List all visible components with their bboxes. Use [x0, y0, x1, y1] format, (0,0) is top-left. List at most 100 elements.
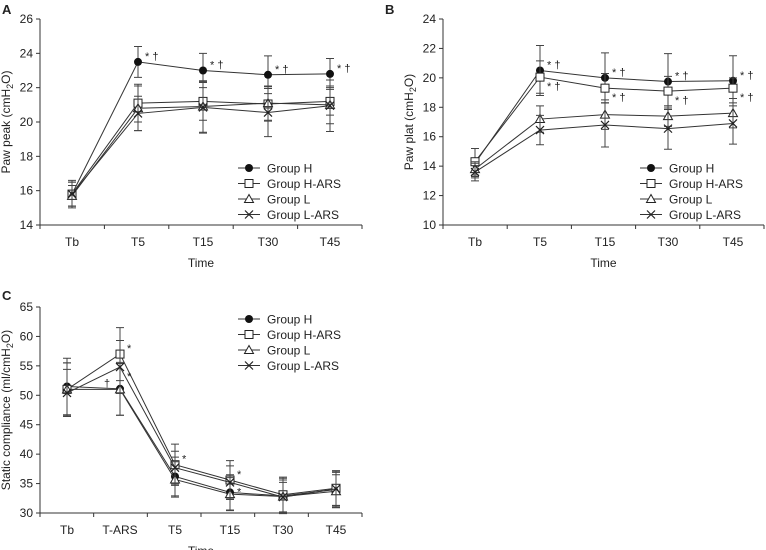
legend-marker [243, 193, 255, 203]
y-tick-label: 14 [423, 159, 437, 173]
y-tick-label: 24 [20, 46, 34, 60]
x-tick-label: T5 [533, 235, 547, 249]
data-point [170, 463, 180, 473]
data-point [326, 69, 334, 78]
x-tick-label: T5 [168, 523, 182, 537]
data-point [225, 477, 235, 487]
y-tick-label: 18 [423, 100, 437, 114]
x-axis-label: Time [590, 256, 617, 270]
legend-marker [244, 210, 254, 219]
significance-mark: * † [675, 71, 688, 83]
panel-letter: A [2, 2, 12, 17]
x-axis-label: Time [188, 256, 215, 270]
significance-mark: * [127, 343, 132, 355]
significance-mark: * † [612, 92, 625, 104]
legend-label: Group H [267, 313, 312, 327]
significance-mark: * † [675, 95, 688, 107]
legend-marker [244, 179, 254, 188]
significance-mark: * † [337, 63, 350, 75]
y-tick-label: 22 [20, 81, 34, 95]
y-tick-label: 22 [423, 41, 437, 55]
legend-label: Group L-ARS [669, 208, 741, 222]
legend-marker [245, 315, 253, 323]
data-point [263, 108, 273, 117]
x-tick-label: T45 [723, 235, 744, 249]
y-tick-label: 18 [20, 149, 34, 163]
data-point [133, 108, 143, 118]
significance-mark: * [237, 469, 242, 481]
panel-c: C 30 35 40 45 50 55 60 65 Tb T-ARS T5 T15 T30 T45 Time S… [0, 288, 363, 550]
y-tick-label: 12 [423, 189, 437, 203]
y-tick-label: 16 [423, 130, 437, 144]
data-point [331, 484, 341, 494]
series-line [66, 366, 337, 498]
series-group-l-ars [67, 79, 335, 207]
panel-letter: B [385, 2, 394, 17]
data-point [470, 167, 480, 177]
data-point [728, 119, 738, 128]
data-point [728, 83, 738, 93]
x-tick-label: T45 [320, 235, 341, 249]
significance-mark: * † [275, 64, 288, 76]
significance-mark: * † [547, 81, 560, 93]
legend-marker [245, 164, 253, 172]
significance-mark: * [237, 486, 242, 498]
x-tick-label: T-ARS [102, 523, 137, 537]
significance-mark: * [127, 371, 132, 383]
series-line [66, 353, 337, 496]
data-point [198, 102, 208, 112]
y-tick-label: 20 [423, 71, 437, 85]
y-tick-label: 10 [423, 218, 437, 232]
data-point [535, 125, 545, 135]
series-group-l-ars [470, 102, 738, 182]
significance-mark: † [104, 378, 110, 390]
significance-mark: * † [612, 67, 625, 79]
panel-a: A 14 16 18 20 22 24 26 Tb T5 T15 T30 T45 Time Paw peak… [0, 2, 363, 270]
data-point [134, 57, 142, 66]
data-point [663, 124, 673, 134]
legend-marker [647, 164, 655, 172]
legend-marker [646, 210, 656, 219]
y-tick-label: 35 [20, 477, 34, 491]
y-tick-label: 30 [20, 506, 34, 520]
legend-marker [645, 193, 657, 203]
data-point [264, 70, 272, 79]
legend-marker [646, 179, 656, 188]
data-point [115, 362, 125, 372]
legend-label: Group H-ARS [669, 177, 743, 191]
y-axis-label: Paw peak (cmH2O) [0, 70, 15, 173]
series-group-h [68, 45, 334, 209]
x-tick-label: T45 [326, 523, 347, 537]
x-tick-label: Tb [60, 523, 74, 537]
y-tick-label: 60 [20, 329, 34, 343]
y-tick-label: 24 [423, 12, 437, 26]
y-tick-label: 50 [20, 388, 34, 402]
x-tick-label: T30 [658, 235, 679, 249]
legend-label: Group L-ARS [267, 208, 339, 222]
y-tick-label: 14 [20, 218, 34, 232]
significance-mark: * † [547, 60, 560, 72]
legend-marker [244, 330, 254, 339]
data-point [535, 72, 545, 82]
series-line [67, 388, 337, 498]
x-axis-label: Time [188, 544, 215, 550]
data-point [325, 101, 335, 111]
data-point [600, 120, 610, 130]
legend-label: Group H [267, 162, 312, 176]
significance-mark: * † [740, 70, 753, 82]
x-tick-label: T15 [595, 235, 616, 249]
data-point [199, 66, 207, 75]
legend-label: Group H-ARS [267, 177, 341, 191]
x-tick-label: T15 [220, 523, 241, 537]
y-tick-label: 45 [20, 418, 34, 432]
legend-marker [243, 344, 255, 354]
y-tick-label: 40 [20, 447, 34, 461]
significance-mark: * † [740, 92, 753, 104]
data-point [663, 86, 673, 96]
data-point [600, 83, 610, 93]
legend-label: Group H [669, 162, 714, 176]
y-tick-label: 65 [20, 300, 34, 314]
legend-label: Group L-ARS [267, 359, 339, 373]
y-tick-label: 16 [20, 184, 34, 198]
